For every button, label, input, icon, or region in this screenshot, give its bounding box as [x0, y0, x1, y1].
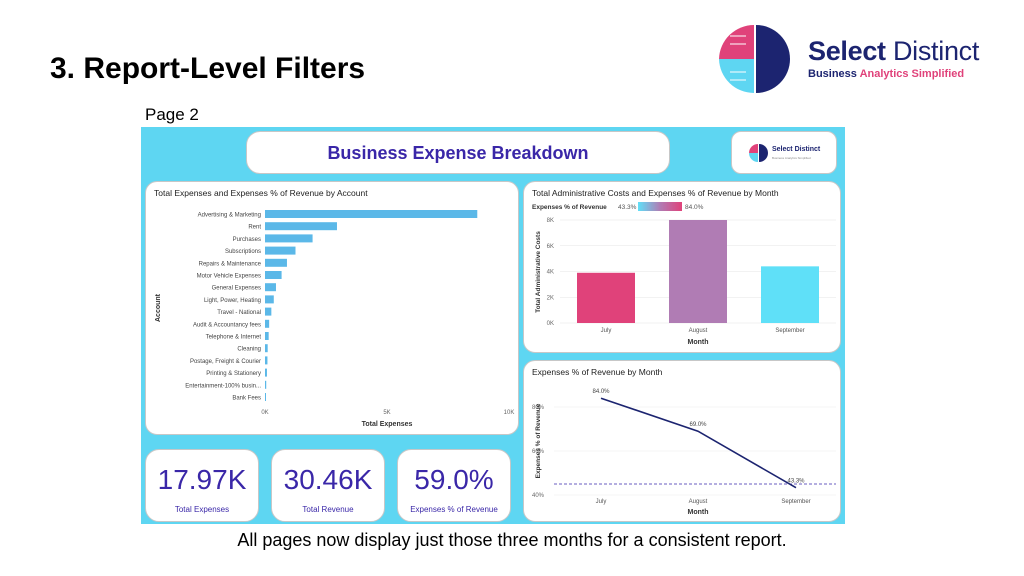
kpi-card-expenses-pct-revenue: 59.0% Expenses % of Revenue: [397, 449, 511, 522]
account-bar: [265, 307, 272, 316]
admin-costs-by-month-chart: Expenses % of Revenue 43.3% 84.0% 0K 2K 4K 6K 8…: [532, 202, 836, 346]
kpi-card-total-revenue: 30.46K Total Revenue: [271, 449, 385, 522]
account-label: Cleaning: [237, 347, 261, 353]
mini-logo-tagline: Business Analytics Simplified: [772, 156, 811, 160]
y-tick-label: 4K: [547, 270, 554, 276]
account-label: Travel - National: [217, 310, 261, 316]
y-tick-label: 60%: [532, 449, 545, 455]
x-tick-label: August: [689, 328, 708, 334]
account-bar: [265, 271, 282, 279]
month-bar: [761, 266, 819, 323]
kpi-value: 30.46K: [283, 464, 373, 495]
dashboard-mini-logo: Select Distinct Business Analytics Simpl…: [731, 131, 837, 174]
line-series: [600, 397, 797, 489]
brand-logo: Select Distinct Business Analytics Simpl…: [716, 22, 1006, 96]
account-bar: [265, 234, 313, 243]
month-bar: [577, 272, 635, 323]
data-label: 69.0%: [689, 422, 707, 428]
mini-logo-name: Select Distinct: [772, 146, 821, 153]
expenses-by-account-chart: Advertising & Marketing Rent Purchases Subs…: [155, 210, 515, 428]
page-label: Page 2: [145, 105, 199, 124]
chart-title: Expenses % of Revenue by Month: [532, 367, 663, 377]
expenses-pct-by-month-card: Expenses % of Revenue by Month 40% 60% 80%…: [523, 360, 841, 522]
y-axis-label: Account: [155, 293, 162, 322]
data-label: 84.0%: [592, 389, 610, 395]
expenses-by-account-card: Total Expenses and Expenses % of Revenue…: [145, 181, 519, 435]
account-bar: [265, 344, 268, 353]
account-label: Telephone & Internet: [206, 335, 262, 341]
account-bar: [265, 332, 269, 340]
account-label: Subscriptions: [225, 249, 261, 255]
x-tick-label: September: [781, 499, 810, 505]
y-tick-label: 40%: [532, 493, 545, 499]
account-bar: [265, 380, 267, 389]
account-label: Repairs & Maintenance: [199, 261, 262, 267]
admin-costs-by-month-card: Total Administrative Costs and Expenses …: [523, 181, 841, 353]
y-axis-label: Total Administrative Costs: [535, 231, 542, 313]
expenses-pct-by-month-chart: 40% 60% 80% 84.0% July 69.0% August 43.3% Septem…: [532, 389, 836, 516]
account-bar: [265, 283, 276, 292]
data-label: 43.3%: [787, 479, 805, 485]
account-bar: [265, 258, 287, 267]
x-axis-label: Month: [688, 509, 709, 516]
brand-tagline: Business Analytics Simplified: [808, 68, 965, 80]
kpi-label: Total Revenue: [302, 505, 354, 514]
dashboard-title: Business Expense Breakdown: [327, 143, 589, 163]
x-tick-label: 5K: [383, 410, 390, 416]
account-bar: [265, 295, 274, 304]
slide-caption: All pages now display just those three m…: [237, 530, 787, 550]
dashboard-title-banner: Business Expense Breakdown: [246, 131, 670, 174]
x-tick-label: July: [596, 499, 607, 505]
chart-title: Total Expenses and Expenses % of Revenue…: [154, 188, 368, 198]
account-label: Purchases: [233, 237, 261, 243]
slide-title: 3. Report-Level Filters: [50, 52, 366, 85]
x-tick-label: July: [601, 328, 612, 334]
kpi-card-total-expenses: 17.97K Total Expenses: [145, 449, 259, 522]
account-label: Entertainment-100% busin...: [185, 383, 261, 389]
dashboard-screenshot: Business Expense Breakdown Select Distin…: [141, 127, 845, 524]
account-label: General Expenses: [212, 286, 261, 292]
y-axis-label: Expenses % of Revenue: [535, 403, 542, 478]
kpi-value: 59.0%: [414, 464, 494, 495]
account-label: Printing & Stationery: [206, 371, 261, 377]
account-bar: [265, 319, 270, 328]
y-tick-label: 6K: [547, 244, 554, 250]
account-label: Light, Power, Heating: [204, 298, 261, 304]
brand-mark-icon: [719, 25, 790, 93]
y-tick-label: 0K: [547, 321, 554, 327]
kpi-value: 17.97K: [157, 464, 247, 495]
kpi-label: Total Expenses: [174, 505, 230, 514]
x-axis-label: Total Expenses: [362, 421, 413, 428]
y-tick-label: 8K: [547, 218, 554, 224]
x-tick-label: 0K: [261, 410, 268, 416]
account-bar: [265, 356, 268, 365]
account-label: Advertising & Marketing: [198, 213, 261, 219]
account-label: Motor Vehicle Expenses: [197, 274, 261, 280]
mini-brand-mark-icon: [749, 144, 768, 162]
account-label: Audit & Accountancy fees: [193, 322, 261, 328]
legend-label: Expenses % of Revenue: [532, 204, 607, 211]
account-bar: [265, 368, 267, 377]
account-bar: [265, 210, 478, 218]
legend-min: 43.3%: [618, 204, 637, 211]
brand-name: Select Distinct: [808, 36, 980, 66]
account-label: Bank Fees: [232, 396, 261, 402]
x-tick-label: August: [689, 499, 708, 505]
y-tick-label: 80%: [532, 405, 545, 411]
legend-max: 84.0%: [685, 204, 704, 211]
x-axis-label: Month: [688, 339, 709, 346]
kpi-label: Expenses % of Revenue: [410, 505, 498, 514]
chart-title: Total Administrative Costs and Expenses …: [532, 188, 779, 198]
x-tick-label: September: [775, 328, 804, 334]
x-tick-label: 10K: [504, 410, 515, 416]
account-label: Postage, Freight & Courier: [190, 359, 261, 365]
y-tick-label: 2K: [547, 295, 554, 301]
account-bar: [265, 246, 296, 255]
account-label: Rent: [248, 225, 261, 231]
month-bar: [669, 220, 727, 323]
legend-gradient: [638, 202, 682, 211]
account-bar: [265, 222, 337, 231]
account-bar: [265, 393, 266, 401]
